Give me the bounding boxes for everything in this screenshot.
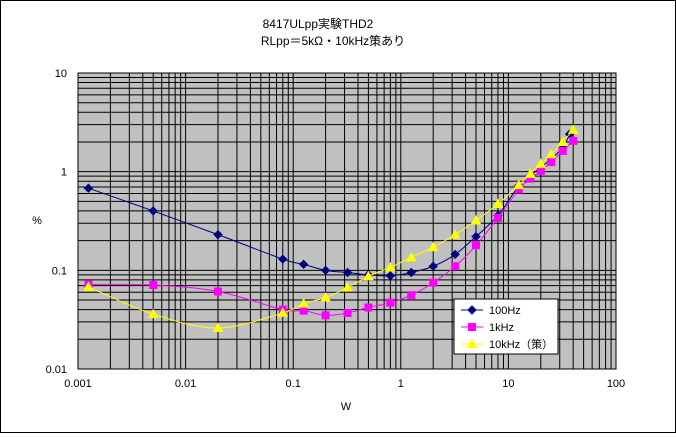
data-point-triangle [277,307,289,317]
data-point-triangle [147,308,159,319]
data-point-diamond [406,267,416,278]
data-point-triangle [427,241,439,252]
data-point-triangle [492,198,504,209]
data-point-square [213,287,222,296]
data-point-diamond [467,305,477,315]
y-axis-label: % [32,215,42,227]
data-point-square [558,146,567,155]
data-point-triangle [513,179,525,190]
x-tick-label: 0.1 [286,378,301,390]
data-point-triangle [298,298,309,308]
data-point-triangle [567,124,579,134]
data-point-diamond [298,259,309,270]
legend-label: 100Hz [489,305,521,317]
data-point-triangle [405,251,417,262]
chart-title: 8417ULpp実験THD2 [263,16,374,31]
data-point-square [407,291,416,300]
x-axis-label: W [341,401,352,413]
y-tick-labels: 0.01 0.1 1 10 [46,68,67,376]
data-point-square [386,298,395,307]
series-layer [83,124,579,333]
data-point-triangle [342,281,353,292]
data-point-diamond [428,261,438,271]
data-point-diamond [83,183,94,193]
data-point-diamond [148,206,158,216]
y-tick-label: 0.1 [52,265,67,277]
data-point-triangle [320,292,331,302]
legend-label: 10kHz（策） [489,337,553,351]
data-point-diamond [385,271,396,281]
data-point-square [536,166,545,175]
data-point-triangle [363,270,374,281]
data-point-diamond [471,231,481,242]
data-point-square [451,262,460,271]
data-point-square [149,281,158,290]
chart-subtitle: RLpp＝5kΩ・10kHz策あり [261,34,405,48]
data-point-triangle [83,281,94,291]
data-point-triangle [385,261,396,272]
data-point-triangle [466,338,478,348]
data-point-triangle [449,229,461,239]
data-point-diamond [278,254,288,264]
data-point-diamond [450,249,460,260]
data-point-square [472,241,481,250]
x-tick-label: 1 [398,378,404,390]
data-point-diamond [213,229,223,240]
data-point-triangle [557,136,569,146]
data-point-triangle [470,214,482,225]
data-point-square [547,158,556,167]
data-point-square [468,323,476,331]
x-tick-label: 10 [502,378,514,390]
y-tick-label: 1 [61,167,67,179]
data-point-triangle [212,322,224,333]
data-point-diamond [342,267,353,278]
data-point-square [343,308,352,317]
data-point-square [299,306,308,315]
y-tick-label: 10 [55,68,67,80]
data-point-square [493,213,502,222]
x-tick-labels: 0.001 0.01 0.1 1 10 100 [64,378,625,390]
data-point-diamond [320,265,331,276]
data-point-triangle [525,168,536,178]
data-point-triangle [535,158,547,168]
data-point-square [429,278,438,287]
data-point-triangle [545,148,557,159]
data-point-square [364,303,373,312]
data-point-square [569,136,578,145]
legend-label: 1kHz [489,322,514,334]
x-tick-label: 0.001 [64,378,92,390]
data-point-square [321,311,330,320]
legend: 100Hz 1kHz 10kHz（策） [453,298,559,355]
y-tick-label: 0.01 [46,364,67,376]
x-tick-label: 100 [607,378,625,390]
x-tick-label: 0.01 [175,378,196,390]
